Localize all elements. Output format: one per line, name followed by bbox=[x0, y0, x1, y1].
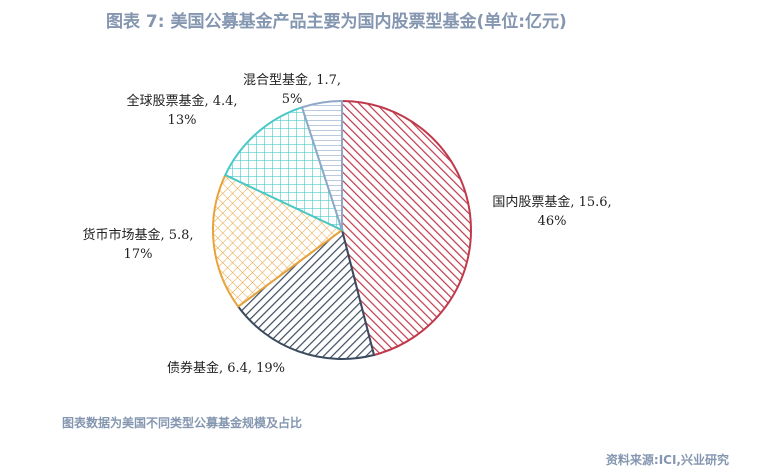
slice-pct-label-3: 13% bbox=[168, 113, 197, 128]
pie-slice-1 bbox=[236, 228, 376, 360]
slice-pct-label-2: 17% bbox=[124, 247, 153, 262]
source-text: 资料来源:ICI,兴业研究 bbox=[605, 453, 729, 467]
slice-pct-label-0: 46% bbox=[538, 214, 567, 229]
slice-label-3: 全球股票基金, 4.4, bbox=[126, 93, 237, 109]
slice-label-4: 混合型基金, 1.7, bbox=[243, 72, 341, 88]
slice-label-0: 国内股票基金, 15.6, bbox=[492, 194, 611, 210]
chart-title: 图表 7: 美国公募基金产品主要为国内股票型基金(单位:亿元) bbox=[106, 12, 567, 32]
pie-slice-4 bbox=[300, 99, 343, 231]
slice-label-2: 货币市场基金, 5.8, bbox=[82, 227, 193, 243]
pie-slice-0 bbox=[341, 99, 472, 357]
slice-pct-label-4: 5% bbox=[282, 92, 303, 107]
pie-slice-3 bbox=[223, 106, 344, 232]
chart-note: 图表数据为美国不同类型公募基金规模及占比 bbox=[62, 416, 303, 430]
pie-slice-2 bbox=[212, 173, 344, 308]
slice-label-1: 债券基金, 6.4, 19% bbox=[167, 360, 285, 376]
